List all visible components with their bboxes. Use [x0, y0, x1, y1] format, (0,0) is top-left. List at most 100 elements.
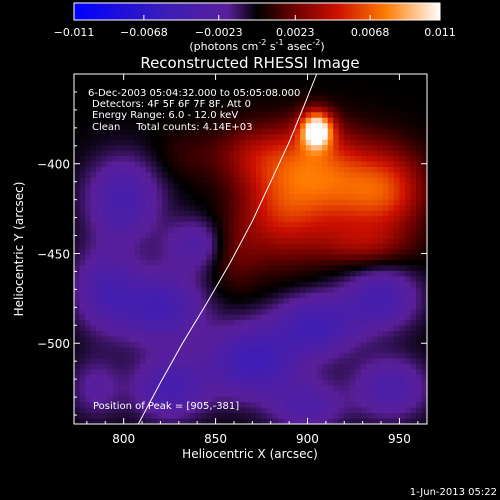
heatmap-cell	[327, 128, 334, 135]
heatmap-cell	[404, 139, 412, 146]
heatmap-cell	[333, 161, 340, 168]
heatmap-cell	[371, 391, 378, 398]
heatmap-cell	[377, 128, 384, 135]
heatmap-cell	[256, 112, 263, 119]
heatmap-cell	[382, 134, 389, 141]
heatmap-cell	[333, 385, 340, 392]
heatmap-cell	[338, 396, 345, 403]
heatmap-cell	[305, 352, 312, 359]
heatmap-cell	[233, 352, 241, 359]
heatmap-cell	[206, 106, 213, 113]
heatmap-cell	[244, 385, 252, 392]
heatmap-cell	[289, 374, 296, 381]
heatmap-cell	[267, 309, 274, 316]
heatmap-cell	[162, 391, 169, 398]
heatmap-cell	[178, 166, 185, 174]
heatmap-cell	[410, 95, 417, 102]
heatmap-cell	[222, 402, 230, 409]
heatmap-cell	[261, 320, 268, 327]
heatmap-cell	[393, 287, 401, 294]
heatmap-cell	[294, 101, 301, 108]
heatmap-cell	[222, 407, 230, 414]
heatmap-cell	[393, 166, 401, 174]
heatmap-cell	[344, 380, 351, 387]
heatmap-cell	[178, 254, 185, 261]
heatmap-cell	[415, 210, 423, 217]
heatmap-cell	[151, 402, 158, 409]
heatmap-cell	[349, 276, 356, 283]
heatmap-cell	[327, 188, 334, 195]
heatmap-cell	[167, 254, 174, 261]
heatmap-cell	[101, 227, 108, 234]
heatmap-cell	[278, 210, 285, 217]
heatmap-cell	[393, 369, 401, 376]
heatmap-cell	[371, 84, 378, 92]
heatmap-cell	[261, 84, 268, 92]
heatmap-cell	[404, 210, 412, 217]
heatmap-cell	[217, 281, 224, 288]
heatmap-cell	[217, 134, 224, 141]
heatmap-cell	[118, 331, 125, 338]
heatmap-cell	[107, 407, 114, 414]
heatmap-cell	[272, 232, 279, 239]
heatmap-cell	[129, 265, 136, 272]
heatmap-cell	[410, 270, 417, 277]
heatmap-cell	[239, 134, 246, 141]
heatmap-cell	[349, 227, 356, 234]
heatmap-cell	[129, 194, 136, 201]
heatmap-cell	[189, 309, 196, 316]
heatmap-cell	[316, 358, 323, 365]
heatmap-cell	[244, 216, 252, 223]
heatmap-cell	[101, 194, 108, 201]
heatmap-cell	[305, 123, 312, 130]
heatmap-cell	[355, 243, 362, 250]
heatmap-cell	[178, 210, 185, 217]
heatmap-cell	[349, 418, 356, 424]
heatmap-cell	[173, 74, 180, 81]
heatmap-cell	[167, 106, 174, 113]
heatmap-cell	[206, 336, 213, 343]
heatmap-cell	[382, 385, 389, 392]
heatmap-cell	[256, 90, 263, 97]
heatmap-cell	[344, 418, 351, 424]
heatmap-cell	[173, 161, 180, 168]
heatmap-cell	[272, 270, 279, 277]
heatmap-cell	[404, 134, 412, 141]
heatmap-cell	[167, 347, 174, 354]
heatmap-cell	[366, 117, 373, 124]
heatmap-cell	[222, 95, 230, 102]
heatmap-cell	[267, 287, 274, 294]
heatmap-cell	[118, 172, 125, 179]
heatmap-cell	[300, 90, 307, 97]
heatmap-cell	[371, 413, 378, 420]
heatmap-cell	[311, 347, 318, 354]
heatmap-cell	[156, 194, 163, 201]
heatmap-cell	[344, 303, 351, 310]
heatmap-cell	[333, 210, 340, 217]
heatmap-cell	[123, 402, 130, 409]
heatmap-cell	[388, 216, 395, 223]
heatmap-cell	[366, 243, 373, 250]
heatmap-cell	[360, 320, 367, 327]
heatmap-cell	[316, 309, 323, 316]
heatmap-cell	[101, 216, 108, 223]
heatmap-cell	[349, 292, 356, 299]
heatmap-cell	[123, 177, 130, 184]
heatmap-cell	[74, 238, 81, 245]
heatmap-cell	[222, 281, 230, 288]
heatmap-cell	[322, 292, 329, 299]
heatmap-cell	[382, 210, 389, 217]
heatmap-cell	[195, 238, 202, 245]
heatmap-cell	[134, 336, 141, 343]
heatmap-cell	[101, 205, 108, 212]
heatmap-cell	[184, 276, 191, 283]
heatmap-cell	[173, 145, 180, 152]
heatmap-cell	[327, 177, 334, 184]
heatmap-cell	[338, 205, 345, 212]
heatmap-cell	[294, 358, 301, 365]
heatmap-cell	[360, 74, 367, 81]
heatmap-cell	[399, 320, 406, 327]
heatmap-cell	[162, 347, 169, 354]
heatmap-cell	[355, 238, 362, 245]
heatmap-cell	[333, 90, 340, 97]
